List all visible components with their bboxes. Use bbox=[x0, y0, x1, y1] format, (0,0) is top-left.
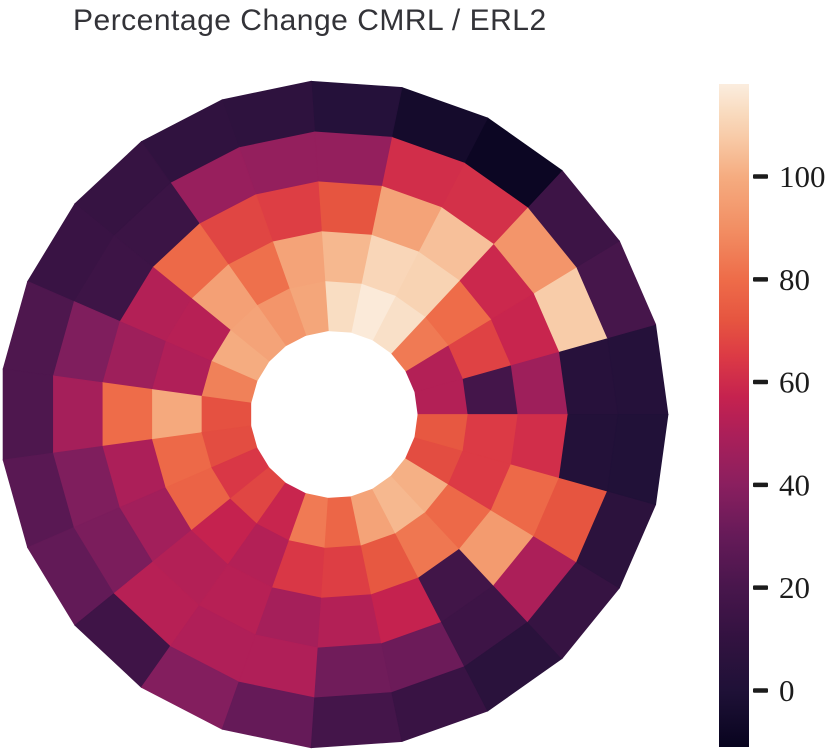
polar-heatmap-wheel bbox=[2, 80, 669, 749]
colorbar-tick-label: 80 bbox=[779, 262, 810, 297]
colorbar-tick-label: 100 bbox=[779, 159, 826, 194]
colorbar bbox=[719, 84, 749, 747]
colorbar-tick-mark bbox=[753, 585, 768, 590]
heatmap-cell bbox=[52, 375, 103, 454]
heatmap-cell bbox=[314, 643, 393, 699]
colorbar-tick-mark bbox=[753, 379, 768, 385]
heatmap-cell bbox=[151, 388, 202, 441]
heatmap-cell bbox=[607, 414, 669, 506]
heatmap-cell bbox=[314, 130, 393, 186]
colorbar-tick-mark bbox=[753, 174, 768, 179]
colorbar-tick-label: 0 bbox=[779, 673, 795, 708]
colorbar-ticks: 0 20 40 60 80 100 bbox=[753, 159, 826, 708]
colorbar-tick-label: 20 bbox=[779, 570, 810, 605]
page-title: Percentage Change CMRL / ERL2 bbox=[73, 4, 547, 37]
colorbar-tick-label: 40 bbox=[779, 467, 810, 502]
colorbar-tick-mark bbox=[753, 277, 768, 282]
heatmap-cell bbox=[2, 368, 54, 461]
heatmap-cell bbox=[607, 323, 669, 415]
heatmap-cell bbox=[101, 382, 153, 447]
heatmap-cell bbox=[310, 80, 403, 137]
heatmap-cell bbox=[317, 594, 383, 649]
colorbar-tick-label: 60 bbox=[779, 365, 810, 400]
heatmap-cell bbox=[310, 692, 403, 749]
heatmap-cell bbox=[317, 180, 383, 235]
colorbar-tick-mark bbox=[753, 482, 768, 488]
colorbar-tick-mark bbox=[753, 688, 768, 693]
